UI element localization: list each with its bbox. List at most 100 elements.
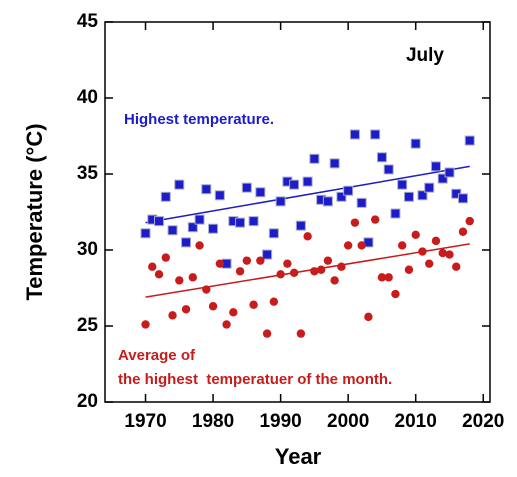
point (310, 267, 319, 276)
point (397, 241, 407, 250)
point (390, 208, 401, 219)
point (383, 164, 394, 175)
point (249, 300, 258, 309)
point (208, 223, 219, 234)
point (242, 256, 252, 265)
y-tick-label: 30 (77, 239, 98, 260)
point (148, 262, 157, 271)
y-tick-label: 25 (77, 315, 99, 336)
point (295, 220, 306, 231)
point (357, 241, 366, 250)
point (262, 249, 273, 260)
point (397, 179, 408, 190)
y-tick-label: 20 (77, 391, 98, 412)
x-tick-label: 1990 (259, 411, 301, 432)
x-tick-label: 1980 (192, 411, 234, 432)
point (445, 250, 454, 259)
point (208, 302, 218, 311)
point (403, 191, 414, 202)
point (181, 237, 192, 248)
point (214, 190, 225, 201)
point (161, 253, 170, 262)
point (296, 329, 306, 338)
point (444, 167, 455, 178)
point (275, 196, 286, 207)
point (187, 222, 198, 233)
point (410, 138, 421, 149)
point (316, 265, 326, 274)
point (302, 176, 313, 187)
x-tick-label: 1970 (124, 411, 166, 432)
point (384, 273, 393, 282)
point (175, 276, 184, 285)
point (154, 270, 164, 279)
point (241, 182, 252, 193)
point (276, 270, 285, 279)
point (404, 265, 414, 274)
point (168, 311, 177, 320)
point (222, 320, 231, 329)
point (215, 259, 225, 268)
point (370, 129, 381, 140)
point (283, 259, 292, 268)
point (458, 227, 468, 236)
point (437, 173, 448, 184)
point (289, 268, 299, 277)
point (377, 273, 387, 282)
legend-label: Average of the highest temperatuer of the… (118, 347, 392, 388)
point (411, 230, 420, 239)
point (452, 262, 461, 271)
point (431, 236, 441, 246)
x-tick-label: 2000 (327, 411, 369, 432)
point (364, 312, 373, 322)
point (336, 191, 347, 202)
point (322, 196, 333, 207)
y-axis-label: Temperature (°C) (22, 123, 47, 300)
point (256, 256, 265, 265)
x-tick-label: 2010 (395, 411, 437, 432)
point (430, 161, 441, 172)
plot-frame (104, 21, 491, 403)
point (262, 329, 272, 338)
y-tick-label: 40 (77, 87, 98, 108)
point (424, 182, 435, 193)
point (356, 197, 367, 208)
point (343, 185, 354, 196)
point (248, 216, 259, 227)
point (303, 232, 312, 241)
point (349, 129, 360, 140)
point (418, 247, 427, 256)
point (425, 259, 434, 268)
point (188, 273, 198, 282)
point (181, 305, 191, 314)
point (343, 241, 353, 250)
point (154, 216, 165, 227)
point (464, 135, 475, 146)
point (160, 191, 171, 202)
x-tick-label: 2020 (462, 411, 504, 432)
point (329, 158, 340, 169)
point (289, 179, 300, 190)
point (391, 289, 400, 299)
point (194, 214, 205, 225)
point (309, 153, 320, 164)
point (195, 241, 204, 250)
point (269, 297, 279, 306)
point (457, 193, 468, 204)
trend-line (145, 243, 470, 298)
point (255, 187, 266, 198)
point (438, 248, 447, 258)
point (370, 215, 380, 224)
point (202, 285, 211, 294)
y-tick-label: 35 (77, 163, 99, 184)
point (376, 152, 387, 163)
point (201, 184, 212, 195)
trend-line (145, 165, 470, 224)
point (174, 179, 185, 190)
annotation: July (406, 45, 444, 66)
point (235, 267, 245, 276)
point (167, 225, 178, 236)
point (323, 256, 333, 265)
point (229, 308, 238, 317)
